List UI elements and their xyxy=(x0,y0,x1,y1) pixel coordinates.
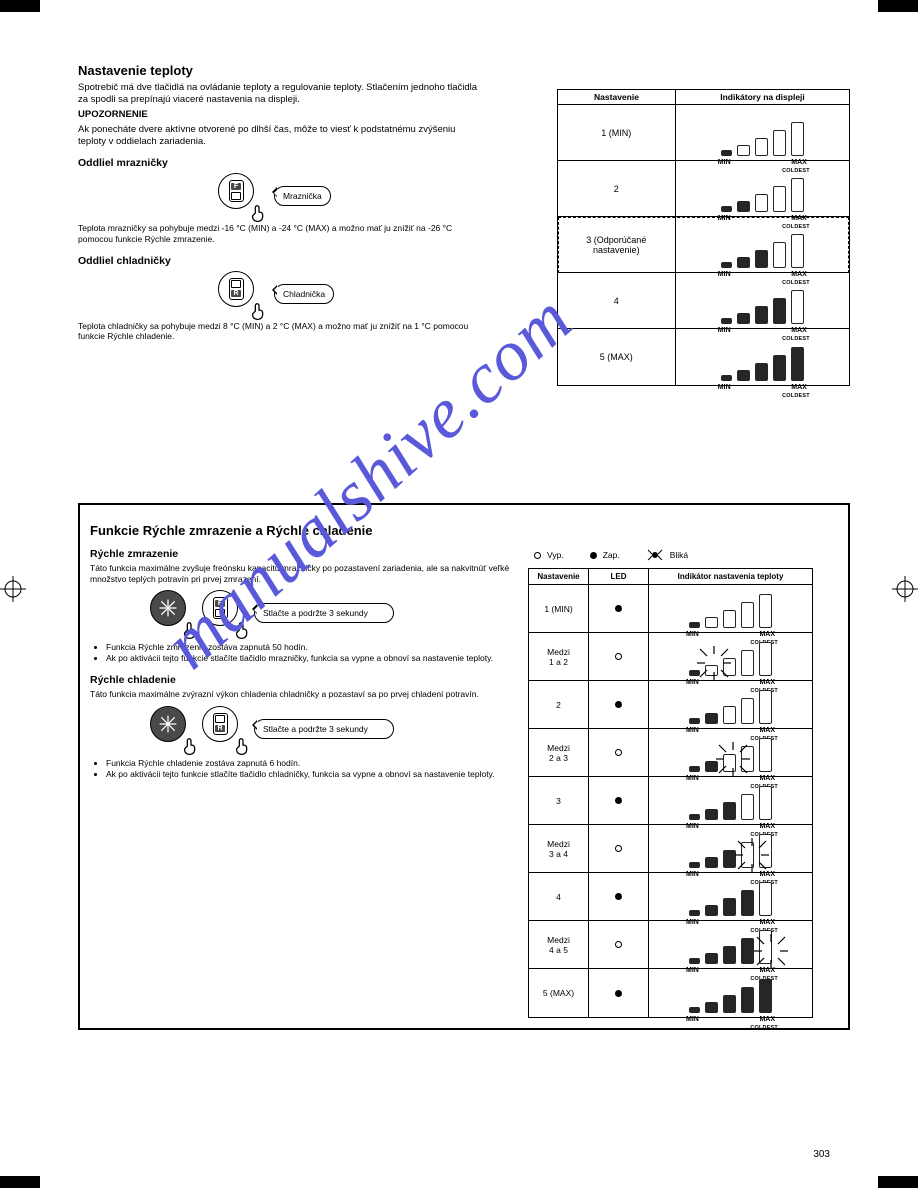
signal-bars: MINMAXCOLDEST xyxy=(689,738,772,772)
table-header: Indikátory na displeji xyxy=(676,90,849,104)
signal-bars: MINMAXCOLDEST xyxy=(689,834,772,868)
crop-mark xyxy=(878,0,918,12)
freezer-desc: Teplota mrazničky sa pohybuje medzi -16 … xyxy=(78,223,478,244)
signal-bars: MINMAXCOLDEST xyxy=(721,178,804,212)
freezer-bubble: Mraznička xyxy=(274,186,331,206)
fc-bubble: Stlačte a podržte 3 sekundy xyxy=(254,719,394,739)
signal-bars: MINMAXCOLDEST xyxy=(689,786,772,820)
list-item: Ak po aktivácii tejto funkcie stlačíte t… xyxy=(106,653,512,664)
legend-off: Vyp. xyxy=(534,548,564,562)
crop-mark xyxy=(878,1176,918,1188)
signal-bars: MINMAXCOLDEST xyxy=(721,122,804,156)
table-header: Indikátor nastavenia teploty xyxy=(649,569,812,584)
table-row: 1 (MIN) MINMAXCOLDEST xyxy=(558,105,849,161)
list-item: Funkcia Rýchle chladenie zostáva zapnutá… xyxy=(106,758,512,769)
fridge-bubble: Chladnička xyxy=(274,284,334,304)
ff-heading: Rýchle zmrazenie xyxy=(90,548,512,560)
crop-mark xyxy=(0,1176,40,1188)
note-text: Ak ponecháte dvere aktívne otvorené po d… xyxy=(78,124,478,148)
signal-bars: MINMAXCOLDEST xyxy=(721,290,804,324)
legend-on: Zap. xyxy=(590,548,620,562)
signal-bars: MINMAXCOLDEST xyxy=(689,979,772,1013)
ff-para: Táto funkcia maximálne zvyšuje freónsku … xyxy=(90,563,512,584)
signal-bars: MINMAXCOLDEST xyxy=(721,234,804,268)
intro-text: Spotrebič má dve tlačidlá na ovládanie t… xyxy=(78,82,478,106)
signal-bars: MINMAXCOLDEST xyxy=(721,347,804,381)
fridge-desc: Teplota chladničky sa pohybuje medzi 8 °… xyxy=(78,321,478,342)
registration-mark xyxy=(0,576,26,602)
fridge-button-icon: R xyxy=(202,706,248,752)
settings-table: Nastavenie Indikátory na displeji 1 (MIN… xyxy=(557,89,850,386)
fc-para: Táto funkcia maximálne zvýrazní výkon ch… xyxy=(90,689,512,700)
list-item: Funkcia Rýchle zmrazenie zostáva zapnutá… xyxy=(106,642,512,653)
signal-bars: MINMAXCOLDEST xyxy=(689,594,772,628)
freezer-heading: Oddliel mrazničky xyxy=(78,157,478,169)
list-item: Ak po aktivácii tejto funkcie stlačíte t… xyxy=(106,769,512,780)
freezer-button-icon: F xyxy=(202,590,248,636)
fridge-button-icon: R xyxy=(218,271,264,317)
signal-bars: MINMAXCOLDEST xyxy=(689,930,772,964)
quick-table: Nastavenie LED Indikátor nastavenia tepl… xyxy=(528,568,813,1018)
fridge-heading: Oddliel chladničky xyxy=(78,255,478,267)
table-header: Nastavenie xyxy=(529,569,589,584)
page-title: Nastavenie teploty xyxy=(78,63,478,78)
legend-blink: Bliká xyxy=(646,548,688,562)
table-row: 1 (MIN) MINMAXCOLDEST xyxy=(529,585,812,633)
signal-bars: MINMAXCOLDEST xyxy=(689,882,772,916)
snowflake-icon xyxy=(150,590,196,636)
snowflake-icon xyxy=(150,706,196,752)
signal-bars: MINMAXCOLDEST xyxy=(689,690,772,724)
page-number: 303 xyxy=(813,1149,830,1160)
frame-title: Funkcie Rýchle zmrazenie a Rýchle chlade… xyxy=(90,523,838,538)
fc-heading: Rýchle chladenie xyxy=(90,674,512,686)
signal-bars: MINMAXCOLDEST xyxy=(689,642,772,676)
ff-bubble: Stlačte a podržte 3 sekundy xyxy=(254,603,394,623)
registration-mark xyxy=(892,576,918,602)
table-header: LED xyxy=(589,569,649,584)
freezer-button-icon: F xyxy=(218,173,264,219)
crop-mark xyxy=(0,0,40,12)
table-header: Nastavenie xyxy=(558,90,676,104)
note-label: UPOZORNENIE xyxy=(78,109,478,121)
